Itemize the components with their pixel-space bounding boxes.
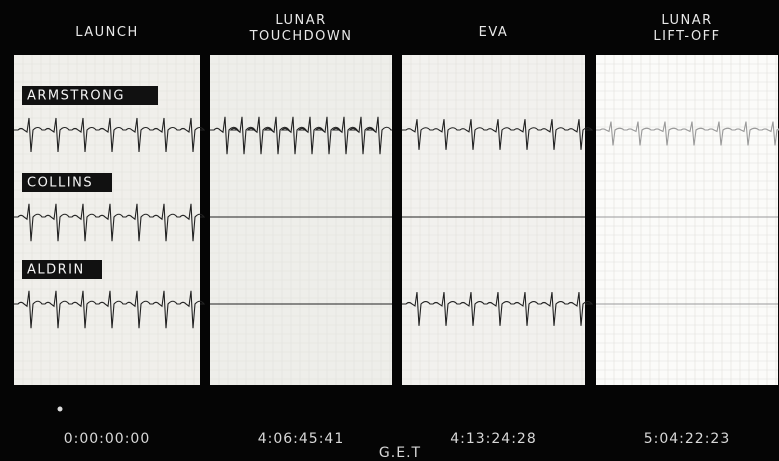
elapsed-time: 4:13:24:28	[450, 431, 537, 447]
ecg-figure: LAUNCH0:00:00:00LUNARTOUCHDOWN4:06:45:41…	[0, 0, 779, 461]
panel-heading: LAUNCH	[75, 25, 139, 40]
elapsed-time: 5:04:22:23	[644, 431, 731, 447]
panel-heading: LUNAR	[275, 13, 326, 28]
dot	[58, 407, 63, 412]
crew-label: ALDRIN	[27, 263, 85, 278]
panel-heading: TOUCHDOWN	[249, 29, 353, 44]
crew-label: ARMSTRONG	[27, 89, 125, 104]
axis-label: G.E.T	[379, 445, 421, 461]
elapsed-time: 0:00:00:00	[64, 431, 151, 447]
crew-label: COLLINS	[27, 176, 93, 191]
panel-heading: LIFT-OFF	[653, 29, 720, 44]
panel-heading: EVA	[479, 25, 509, 40]
elapsed-time: 4:06:45:41	[258, 431, 345, 447]
panel-heading: LUNAR	[661, 13, 712, 28]
panel	[402, 55, 585, 385]
